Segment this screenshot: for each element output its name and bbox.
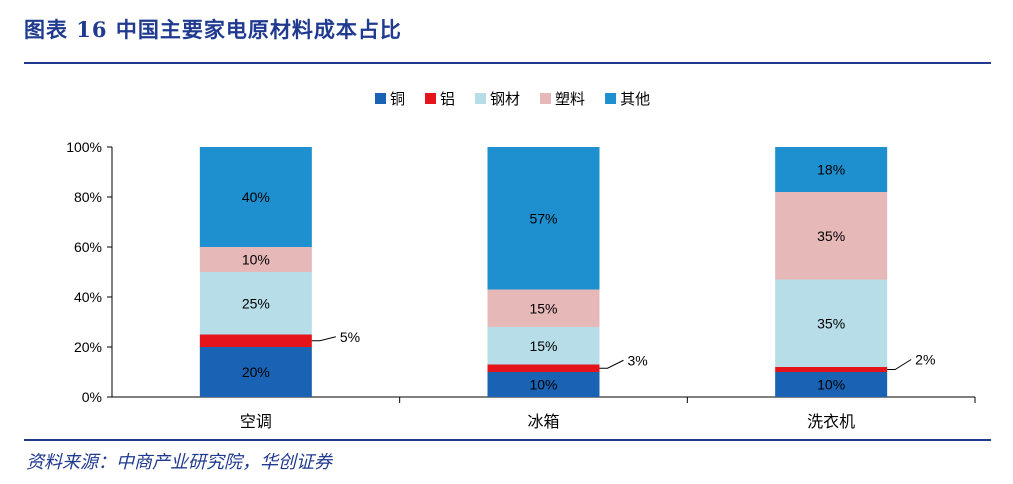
y-tick-label: 20% [74,339,102,355]
data-label: 18% [817,162,845,178]
chart-title: 图表 16 中国主要家电原材料成本占比 [24,17,402,42]
bar-segment [487,289,600,327]
bar-segment [199,272,312,335]
bar-segment [199,147,312,247]
x-category-label: 空调 [240,412,272,431]
bar-segment [775,367,888,372]
callout-line [887,359,912,370]
data-label: 40% [242,189,270,205]
bar-segment [199,247,312,272]
bar-segment [487,364,600,372]
legend-swatch-5 [605,93,617,104]
callout-line [599,359,624,369]
title-underline [24,62,991,64]
bar-segment [487,372,600,397]
bar-segment [775,147,888,192]
legend-label-2: 铝 [440,90,455,108]
data-label: 25% [242,295,270,311]
legend-swatch-2 [425,93,437,104]
data-label: 35% [817,315,845,331]
legend-swatch-3 [475,93,487,104]
bar-segment [487,327,600,365]
data-label: 10% [242,252,270,268]
data-label: 15% [529,300,557,316]
data-label: 2% [915,352,935,368]
bar-segment [199,334,312,347]
legend-swatch-4 [540,93,552,104]
source-divider [24,439,991,441]
bar-segment [775,279,888,367]
legend-label-3: 钢材 [490,90,520,108]
data-label: 15% [529,338,557,354]
legend-label-4: 塑料 [555,90,585,108]
y-tick-label: 0% [82,389,102,405]
data-label: 3% [628,352,648,368]
legend-swatch-1 [375,93,386,104]
legend-label-1: 铜 [390,90,405,108]
y-tick-label: 40% [74,289,102,305]
bar-segment [199,347,312,397]
x-category-label: 冰箱 [527,412,559,431]
y-tick-label: 80% [74,189,102,205]
data-label: 57% [529,210,557,226]
bar-segment [775,192,888,280]
bar-segment [487,147,600,290]
y-tick-label: 60% [74,239,102,255]
x-category-label: 洗衣机 [807,412,855,431]
legend-label-5: 其他 [620,90,650,108]
source-note: 资料来源：中商产业研究院，华创证券 [26,452,332,473]
data-label: 5% [340,329,360,345]
bar-segment [775,372,888,397]
data-label: 20% [242,364,270,380]
data-label: 35% [817,228,845,244]
data-label: 10% [529,377,557,393]
callout-line [311,336,336,342]
y-tick-label: 100% [66,139,102,155]
data-label: 10% [817,377,845,393]
